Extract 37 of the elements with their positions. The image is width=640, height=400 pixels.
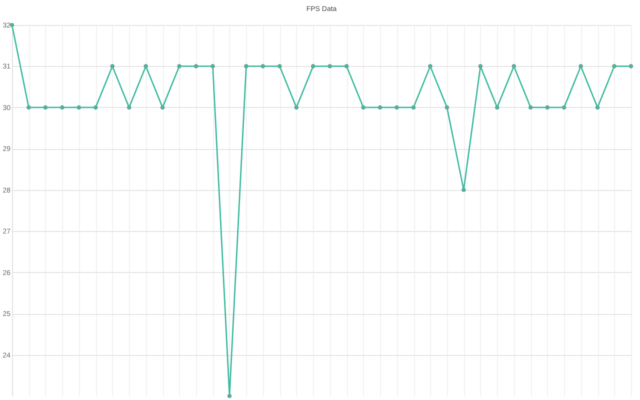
point (578, 64, 583, 68)
point (260, 64, 266, 68)
point (361, 105, 366, 110)
point (462, 188, 466, 192)
point (43, 105, 48, 110)
point (310, 64, 316, 68)
point (76, 105, 82, 110)
point (110, 64, 115, 68)
point (494, 105, 500, 110)
point (294, 105, 299, 110)
point (177, 64, 182, 68)
point (194, 64, 198, 68)
point (428, 64, 432, 68)
point (227, 394, 232, 398)
point (628, 64, 634, 68)
point (278, 64, 282, 68)
point (160, 105, 165, 110)
point (512, 64, 516, 68)
point (612, 64, 616, 68)
point (26, 105, 31, 110)
point (60, 105, 64, 110)
point (478, 64, 483, 68)
point (328, 64, 332, 68)
point (562, 105, 566, 110)
point (93, 105, 98, 110)
point (444, 105, 450, 110)
point (244, 64, 248, 68)
point (545, 105, 550, 110)
point (378, 105, 382, 110)
point (528, 105, 533, 110)
point (411, 105, 416, 110)
point (126, 105, 132, 110)
point (144, 64, 148, 68)
point (595, 105, 600, 110)
point (394, 105, 399, 110)
point (344, 64, 349, 68)
point (210, 64, 215, 68)
